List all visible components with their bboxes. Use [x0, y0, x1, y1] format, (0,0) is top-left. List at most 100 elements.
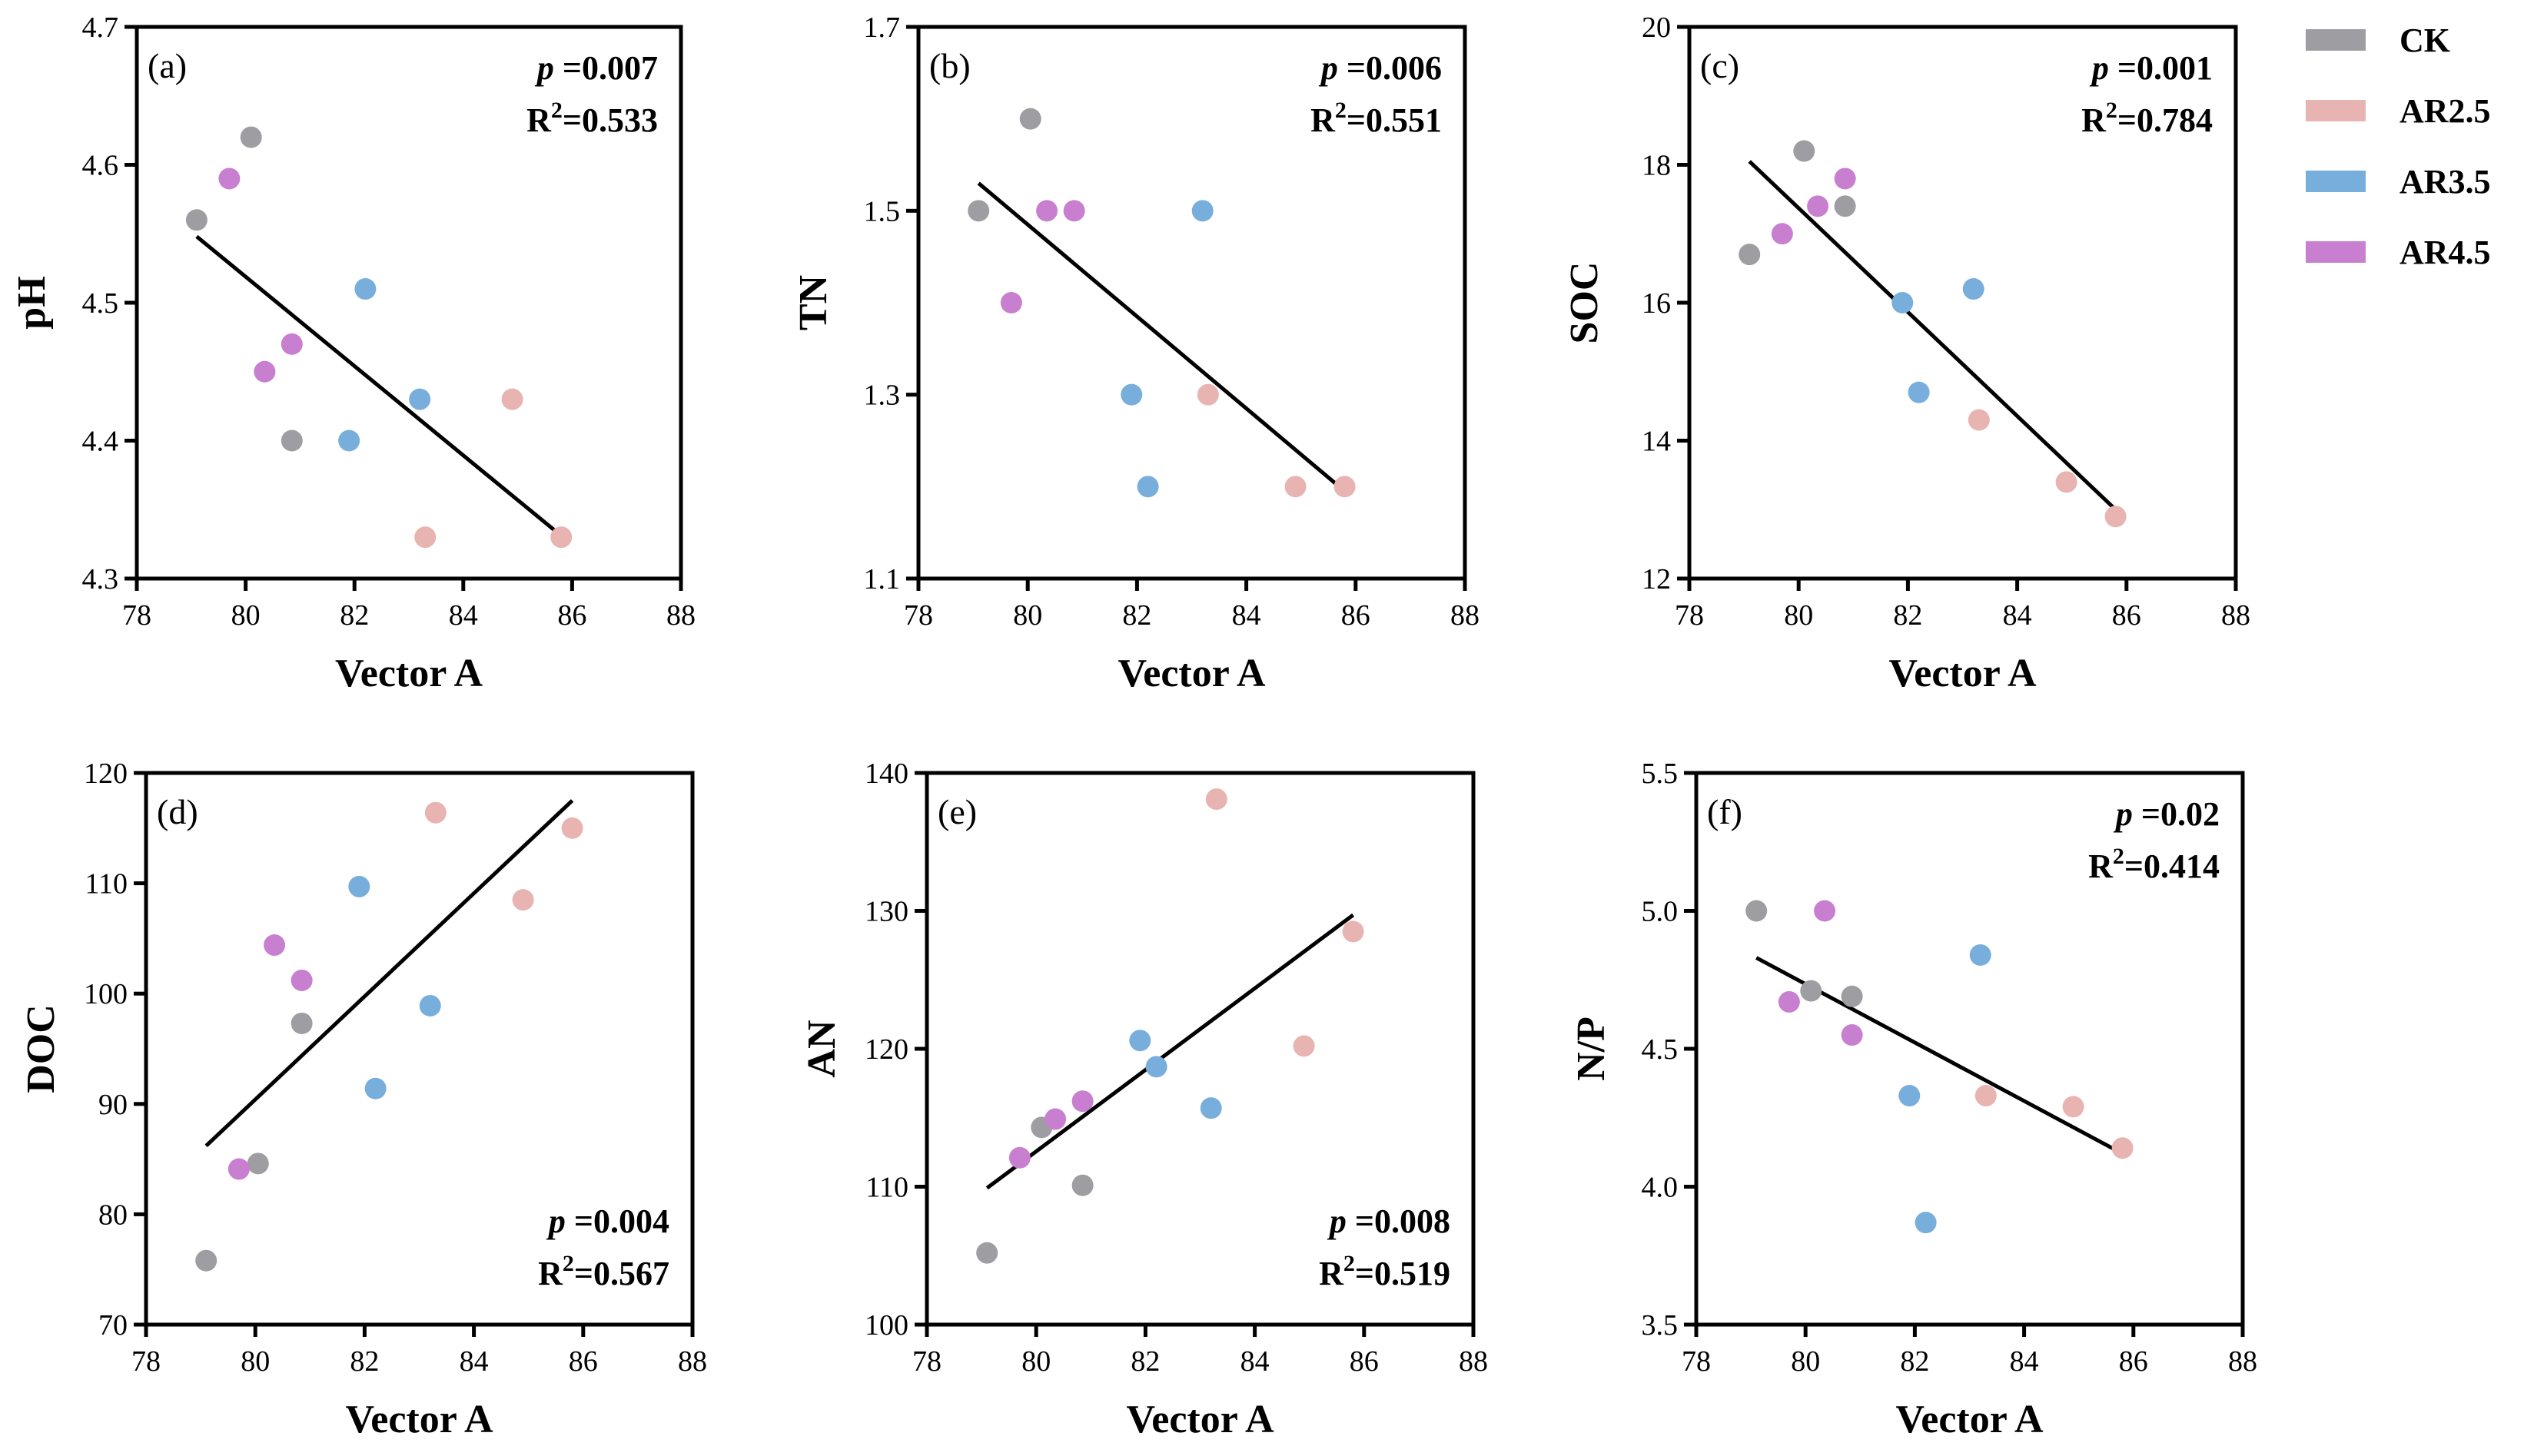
x-tick-label: 88: [2228, 1345, 2257, 1378]
data-point: [1036, 200, 1058, 222]
x-tick-label: 84: [460, 1345, 489, 1378]
y-tick-label: 12: [1642, 563, 1671, 595]
regression-line: [985, 913, 1355, 1190]
y-tick-label: 120: [865, 1033, 908, 1066]
legend: CK AR2.5 AR3.5 AR4.5: [2306, 22, 2491, 271]
data-point: [1745, 900, 1768, 922]
data-point: [424, 801, 447, 824]
y-tick-label: 20: [1642, 12, 1671, 44]
data-point: [1974, 1085, 1997, 1107]
p-value-text: p =0.004: [546, 1202, 669, 1240]
data-point: [1807, 195, 1829, 217]
data-point: [1200, 1097, 1222, 1119]
x-tick-label: 80: [1791, 1345, 1820, 1378]
data-point: [1333, 476, 1356, 498]
data-point: [1898, 1085, 1921, 1107]
panel-label: (b): [929, 46, 971, 85]
y-tick-label: 110: [865, 1172, 908, 1204]
x-tick-label: 82: [340, 599, 369, 632]
data-point: [1284, 476, 1307, 498]
y-tick-label: 1.5: [864, 195, 901, 227]
data-point: [195, 1249, 218, 1272]
x-tick-label: 78: [912, 1345, 942, 1378]
y-axis-title: AN: [800, 1020, 844, 1077]
data-point: [1739, 244, 1761, 266]
data-point: [1008, 1146, 1031, 1169]
data-point: [1968, 409, 1990, 431]
p-value-text: p =0.02: [2113, 795, 2220, 833]
p-value-text: p =0.001: [2089, 49, 2213, 87]
data-point: [550, 526, 573, 549]
x-axis-title: Vector A: [1126, 1398, 1274, 1441]
y-tick-label: 140: [865, 758, 908, 790]
data-point: [1000, 292, 1022, 313]
r-squared-text: R2=0.551: [1310, 98, 1442, 139]
data-point: [348, 875, 370, 897]
data-point: [1834, 195, 1856, 217]
legend-swatch: [2306, 171, 2366, 192]
data-point: [354, 278, 377, 300]
data-point: [1121, 383, 1143, 406]
data-point: [1071, 1090, 1094, 1113]
x-tick-label: 84: [1240, 1345, 1270, 1378]
chart-panel: 78 80 82 84 86 88 100 110 120 130 140 Vector A AN (e)…: [800, 758, 1488, 1441]
x-tick-label: 86: [1350, 1345, 1379, 1378]
x-tick-label: 78: [1682, 1345, 1711, 1378]
chart-panel: 78 80 82 84 86 88 70 80 90 100 110 120 Vector A DOC (d…: [19, 758, 707, 1441]
x-tick-label: 88: [1450, 599, 1480, 632]
x-tick-label: 84: [2010, 1345, 2039, 1378]
regression-line: [204, 799, 574, 1148]
data-point: [2055, 471, 2077, 493]
data-point: [1197, 383, 1219, 406]
panel-label: (c): [1700, 46, 1739, 85]
y-tick-label: 4.6: [82, 150, 119, 182]
x-tick-label: 88: [1459, 1345, 1488, 1378]
x-axis-title: Vector A: [335, 652, 483, 695]
r-squared-text: R2=0.519: [1319, 1251, 1450, 1292]
y-axis-title: DOC: [19, 1004, 63, 1093]
regression-line: [1748, 160, 2117, 512]
data-point: [1071, 1174, 1094, 1196]
data-point: [1137, 476, 1159, 498]
data-point: [2111, 1137, 2134, 1159]
data-point: [1044, 1108, 1067, 1130]
data-point: [291, 969, 313, 991]
x-tick-label: 88: [2221, 599, 2250, 632]
x-tick-label: 82: [1131, 1345, 1160, 1378]
panel-label: (e): [938, 792, 977, 831]
data-point: [1793, 140, 1815, 162]
y-tick-label: 70: [98, 1309, 128, 1342]
panel-label: (f): [1707, 792, 1742, 831]
y-tick-label: 100: [865, 1309, 908, 1342]
y-tick-label: 1.1: [864, 563, 901, 595]
data-point: [2104, 506, 2127, 528]
data-point: [264, 934, 286, 957]
x-tick-label: 86: [557, 599, 586, 632]
x-tick-label: 80: [1021, 1345, 1051, 1378]
x-axis-title: Vector A: [1895, 1398, 2044, 1441]
x-tick-label: 84: [1232, 599, 1261, 632]
r-squared-text: R2=0.414: [2088, 844, 2220, 885]
data-point: [1771, 223, 1793, 245]
y-axis-title: SOC: [1563, 262, 1606, 344]
data-point: [1778, 990, 1800, 1013]
x-tick-label: 84: [2003, 599, 2032, 632]
x-tick-label: 86: [2112, 599, 2141, 632]
x-tick-label: 80: [231, 599, 261, 632]
chart-panel: 78 80 82 84 86 88 1.1 1.3 1.5 1.7 Vector A TN (b) p =…: [792, 12, 1480, 695]
r-squared-text: R2=0.567: [538, 1251, 669, 1292]
r-squared-text: R2=0.533: [526, 98, 658, 139]
x-tick-label: 82: [1122, 599, 1151, 632]
data-point: [281, 333, 303, 355]
data-point: [1800, 980, 1822, 1002]
y-tick-label: 5.5: [1642, 758, 1679, 790]
data-point: [1834, 167, 1856, 190]
y-tick-label: 100: [84, 978, 128, 1010]
legend-label: AR4.5: [2399, 234, 2491, 271]
y-tick-label: 4.5: [1642, 1033, 1679, 1066]
y-axis-title: N/P: [1569, 1017, 1613, 1081]
p-value-text: p =0.007: [534, 49, 658, 87]
data-point: [1908, 381, 1930, 403]
x-tick-label: 88: [678, 1345, 707, 1378]
data-point: [501, 388, 523, 410]
